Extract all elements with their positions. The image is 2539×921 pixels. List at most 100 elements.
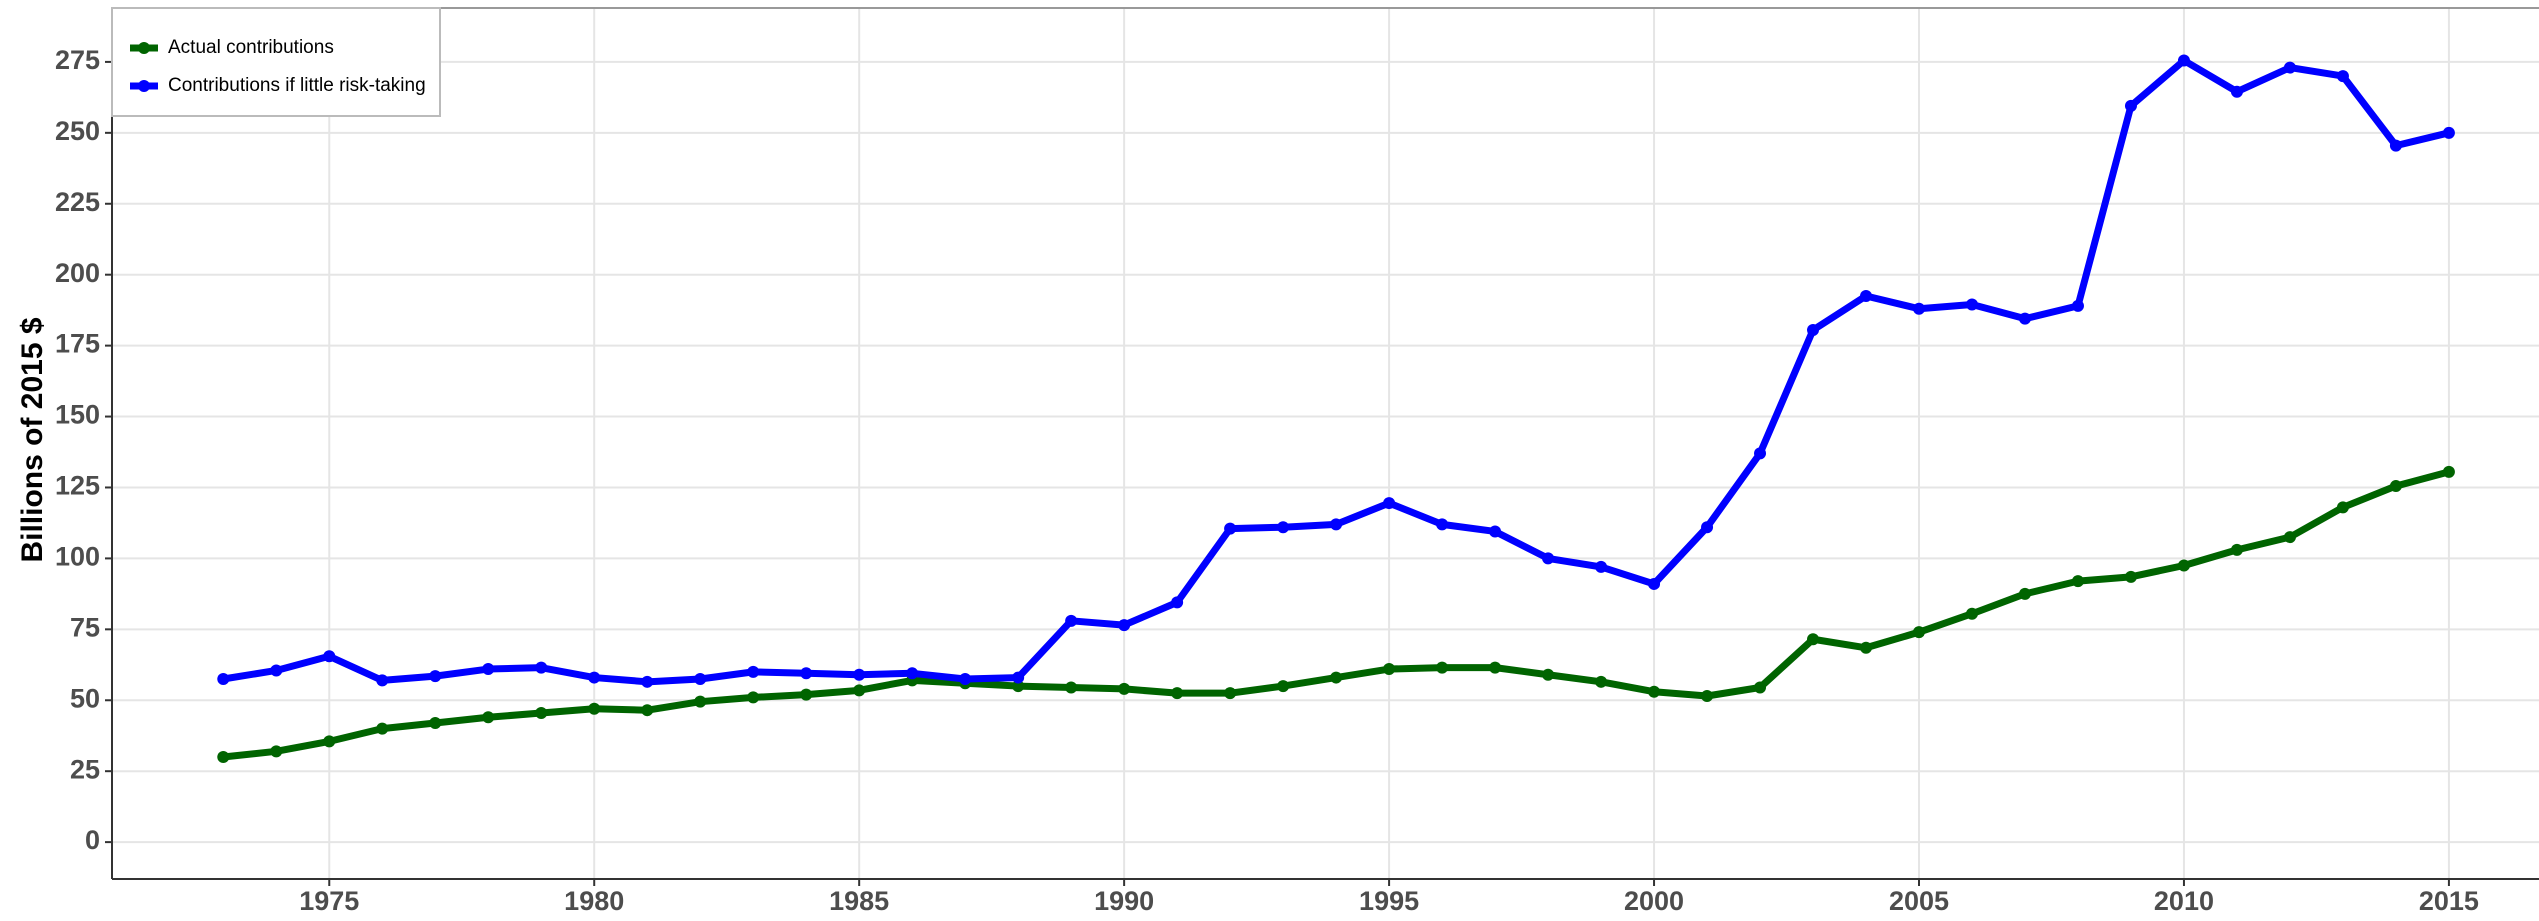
data-point <box>1965 607 1978 620</box>
data-point <box>1171 596 1184 609</box>
data-point <box>1965 298 1978 311</box>
data-point <box>694 695 707 708</box>
data-point <box>641 675 654 688</box>
data-point <box>1860 641 1873 654</box>
data-point <box>1277 680 1290 693</box>
data-point <box>1383 663 1396 676</box>
y-tick-label: 50 <box>70 683 100 713</box>
data-point <box>800 688 813 701</box>
y-tick-label: 0 <box>85 825 100 855</box>
data-point <box>2283 531 2296 544</box>
data-point <box>2124 570 2137 583</box>
data-point <box>1383 497 1396 510</box>
data-point <box>1224 687 1237 700</box>
data-point <box>2230 543 2243 556</box>
data-point <box>853 684 866 697</box>
x-tick-label: 1980 <box>564 886 624 916</box>
data-point <box>641 704 654 717</box>
data-point <box>1701 521 1714 534</box>
x-tick-label: 2005 <box>1889 886 1949 916</box>
x-tick-label: 2000 <box>1624 886 1684 916</box>
data-point <box>959 672 972 685</box>
data-point <box>747 665 760 678</box>
data-point <box>1224 522 1237 535</box>
data-point <box>747 691 760 704</box>
y-tick-label: 150 <box>55 400 100 430</box>
data-point <box>482 711 495 724</box>
legend-box <box>111 7 441 117</box>
legend-swatch-point <box>138 80 150 92</box>
data-point <box>1648 685 1661 698</box>
data-point <box>376 722 389 735</box>
data-point <box>1330 671 1343 684</box>
data-point <box>1171 687 1184 700</box>
data-point <box>2336 501 2349 514</box>
data-point <box>1807 324 1820 337</box>
data-point <box>1701 690 1714 703</box>
y-tick-label: 275 <box>55 45 100 75</box>
data-point <box>429 716 442 729</box>
data-point <box>1118 619 1131 632</box>
y-tick-label: 175 <box>55 329 100 359</box>
y-tick-label: 125 <box>55 471 100 501</box>
x-tick-label: 2010 <box>2154 886 2214 916</box>
data-point <box>1595 560 1608 573</box>
data-point <box>800 667 813 680</box>
y-tick-label: 225 <box>55 187 100 217</box>
data-point <box>853 668 866 681</box>
data-point <box>323 735 336 748</box>
x-tick-label: 1995 <box>1359 886 1419 916</box>
data-point <box>2230 85 2243 98</box>
data-point <box>2018 312 2031 325</box>
data-point <box>1542 552 1555 565</box>
data-point <box>2442 465 2455 478</box>
data-point <box>1277 521 1290 534</box>
data-point <box>217 672 230 685</box>
y-tick-label: 200 <box>55 258 100 288</box>
legend-label: Actual contributions <box>168 37 334 58</box>
data-point <box>906 667 919 680</box>
data-point <box>1648 577 1661 590</box>
y-axis-label: Billions of 2015 $ <box>16 317 49 562</box>
y-tick-label: 25 <box>70 754 100 784</box>
data-point <box>1065 681 1078 694</box>
data-point <box>1913 626 1926 639</box>
x-tick-label: 2015 <box>2419 886 2479 916</box>
data-point <box>1118 682 1131 695</box>
data-point <box>2177 54 2190 67</box>
data-point <box>1542 668 1555 681</box>
legend: Actual contributions Contributions if lit… <box>111 7 441 117</box>
data-point <box>270 664 283 677</box>
data-point <box>2071 575 2084 588</box>
y-tick-label: 100 <box>55 542 100 572</box>
data-point <box>1913 302 1926 315</box>
data-point <box>376 674 389 687</box>
data-point <box>2389 139 2402 152</box>
x-tick-label: 1990 <box>1094 886 1154 916</box>
data-point <box>1807 633 1820 646</box>
y-tick-label: 250 <box>55 116 100 146</box>
data-point <box>2124 99 2137 112</box>
data-point <box>588 671 601 684</box>
data-point <box>323 650 336 663</box>
data-point <box>429 670 442 683</box>
data-point <box>2442 126 2455 139</box>
data-point <box>270 745 283 758</box>
data-point <box>1595 675 1608 688</box>
data-point <box>1860 289 1873 302</box>
data-point <box>1436 661 1449 674</box>
data-point <box>535 707 548 720</box>
data-point <box>2389 480 2402 493</box>
data-point <box>1489 525 1502 538</box>
data-point <box>1012 671 1025 684</box>
data-point <box>1065 614 1078 627</box>
data-point <box>2071 299 2084 312</box>
data-point <box>1012 680 1025 693</box>
data-point <box>1436 518 1449 531</box>
data-point <box>535 661 548 674</box>
data-point <box>1330 518 1343 531</box>
legend-label: Contributions if little risk-taking <box>168 75 426 96</box>
data-point <box>2177 559 2190 572</box>
